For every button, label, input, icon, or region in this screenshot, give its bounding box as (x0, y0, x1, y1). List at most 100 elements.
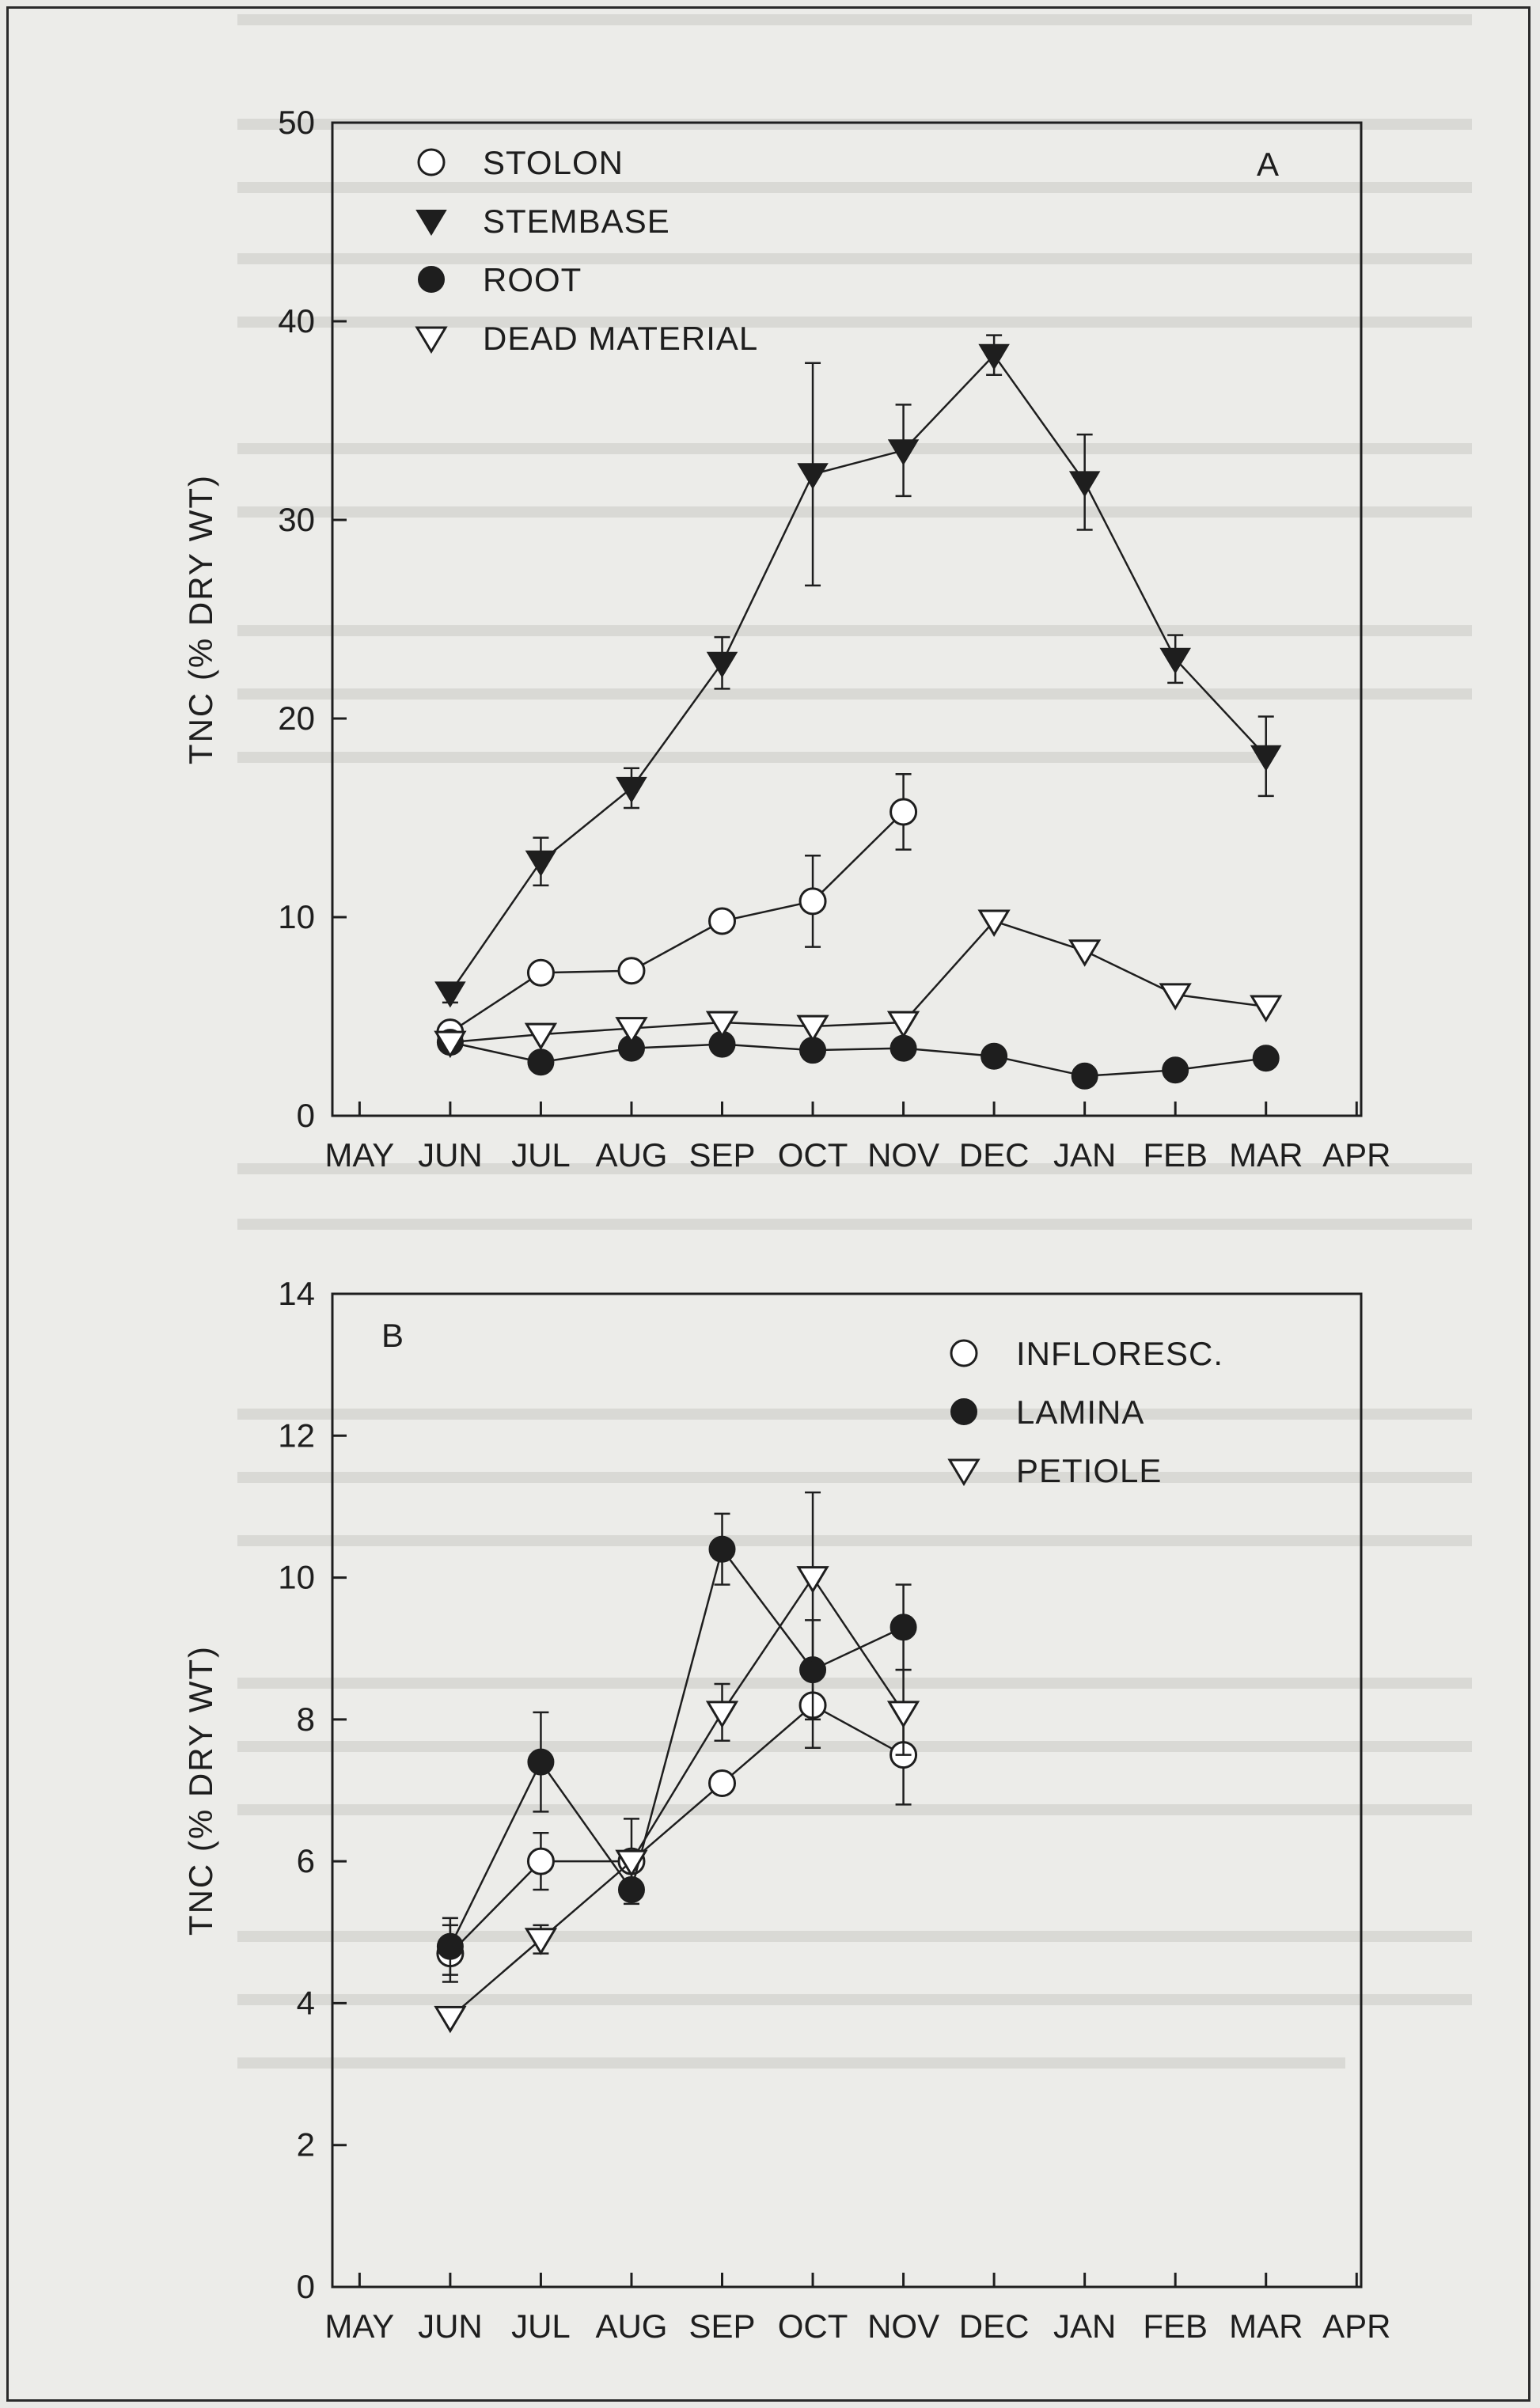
data-point-dead-material-sep (705, 1011, 739, 1039)
data-point-dead-material-mar (1250, 995, 1283, 1022)
data-point-dead-material-aug (615, 1017, 648, 1045)
data-point-lamina-aug (617, 1876, 645, 1903)
data-point-dead-material-jan (1068, 939, 1102, 967)
legend-marker-infloresc (950, 1339, 978, 1367)
y-tick-label: 20 (278, 700, 315, 737)
panel-label: A (1257, 146, 1279, 183)
y-tick-label: 14 (278, 1275, 315, 1312)
x-tick-label-jul: JUL (511, 2308, 571, 2345)
y-tick-label: 30 (278, 501, 315, 538)
x-tick-label-sep: SEP (688, 2308, 755, 2345)
data-point-stembase-feb (1159, 647, 1191, 674)
x-tick-label-apr: APR (1322, 1136, 1390, 1174)
y-tick-label: 40 (278, 302, 315, 339)
data-point-root-jan (1071, 1062, 1098, 1090)
data-point-petiole-aug (615, 1849, 648, 1878)
x-tick-label-apr: APR (1322, 2308, 1390, 2345)
x-tick-label-jul: JUL (511, 1136, 571, 1174)
data-point-root-jul (527, 1049, 555, 1076)
legend-marker-dead-material (415, 326, 448, 355)
x-tick-label-feb: FEB (1143, 1136, 1208, 1174)
data-point-root-feb (1162, 1056, 1189, 1084)
data-point-stembase-aug (616, 776, 647, 803)
data-point-stolon-aug (617, 957, 646, 985)
legend-label-infloresc: INFLORESC. (1016, 1335, 1223, 1372)
series-infloresc (436, 1661, 918, 1983)
legend-label-lamina: LAMINA (1016, 1394, 1144, 1431)
x-tick-label-may: MAY (324, 1136, 394, 1174)
x-tick-label-nov: NOV (867, 2308, 939, 2345)
y-tick-label: 6 (297, 1842, 315, 1879)
series-line-petiole (449, 1576, 905, 2019)
panel-label: B (381, 1317, 404, 1354)
series-root (436, 1029, 1280, 1090)
legend-marker-lamina (950, 1398, 977, 1425)
data-point-dead-material-feb (1159, 983, 1192, 1011)
data-point-lamina-nov (889, 1614, 917, 1641)
data-point-dead-material-dec (977, 909, 1011, 938)
x-tick-label-nov: NOV (867, 1136, 939, 1174)
data-point-stolon-sep (708, 907, 737, 935)
x-tick-label-may: MAY (324, 2308, 394, 2345)
data-point-dead-material-jun (434, 1030, 467, 1059)
legend-marker-stembase (415, 210, 447, 237)
data-point-petiole-oct (796, 1566, 829, 1594)
plot-frame (331, 1292, 1363, 2289)
x-tick-label-jun: JUN (418, 2308, 483, 2345)
panel-a: 0 10 20 30 40 50 MAY JUN JUL AUG SEP OCT NOV DEC JAN FE… (182, 104, 1390, 1174)
data-point-petiole-nov (886, 1701, 920, 1728)
legend-label-stolon: STOLON (483, 144, 624, 181)
y-tick-label: 10 (278, 898, 315, 935)
series-line-dead-material (449, 920, 1266, 1044)
x-tick-label-dec: DEC (959, 1136, 1030, 1174)
series-line-root (449, 1041, 1266, 1078)
data-point-stembase-jun (434, 981, 466, 1008)
x-tick-label-oct: OCT (778, 2308, 848, 2345)
y-tick-label: 50 (278, 104, 315, 141)
data-point-root-mar (1252, 1045, 1280, 1072)
x-tick-label-dec: DEC (959, 2308, 1030, 2345)
panel-b: 0 2 4 6 8 10 12 14 MAY JUN JUL AUG SEP OCT NOV DEC JAN FE… (182, 1275, 1390, 2345)
data-point-stembase-jul (525, 850, 557, 877)
y-axis-title: TNC (% DRY WT) (182, 1645, 219, 1936)
series-petiole (434, 1491, 920, 2034)
data-point-stembase-oct (797, 463, 829, 490)
x-tick-label-oct: OCT (778, 1136, 848, 1174)
legend: STOLON STEMBASE ROOT DEAD MATERIAL (415, 144, 758, 357)
data-point-stembase-mar (1250, 745, 1282, 772)
legend-marker-stolon (417, 148, 446, 176)
x-tick-label-sep: SEP (688, 1136, 755, 1174)
x-tick-label-aug: AUG (595, 1136, 667, 1174)
legend-label-dead-material: DEAD MATERIAL (483, 320, 758, 357)
data-point-root-nov (889, 1034, 917, 1062)
y-tick-label: 8 (297, 1701, 315, 1738)
series-dead-material (434, 909, 1283, 1059)
legend-label-petiole: PETIOLE (1016, 1452, 1162, 1489)
data-point-lamina-jul (527, 1748, 555, 1776)
y-tick-label: 4 (297, 1984, 315, 2021)
series-stembase (434, 334, 1282, 1008)
series-line-infloresc (449, 1704, 905, 1955)
x-tick-label-jan: JAN (1053, 2308, 1116, 2345)
data-point-infloresc-jul (526, 1847, 555, 1875)
data-point-stembase-sep (706, 651, 738, 678)
data-point-stembase-dec (978, 343, 1010, 370)
data-point-stembase-nov (887, 439, 920, 466)
x-tick-label-feb: FEB (1143, 2308, 1208, 2345)
x-tick-label-mar: MAR (1229, 2308, 1303, 2345)
plot-frame (331, 121, 1363, 1117)
x-tick-label-mar: MAR (1229, 1136, 1303, 1174)
data-point-dead-material-nov (886, 1011, 920, 1039)
legend: INFLORESC. LAMINA PETIOLE (947, 1335, 1223, 1489)
x-tick-label-aug: AUG (595, 2308, 667, 2345)
series-lamina (436, 1512, 917, 1976)
y-tick-label: 10 (278, 1559, 315, 1596)
legend-label-stembase: STEMBASE (483, 203, 670, 240)
legend-marker-petiole (947, 1458, 981, 1487)
data-point-lamina-sep (708, 1535, 736, 1563)
data-point-infloresc-sep (708, 1769, 737, 1798)
series-line-stembase (449, 353, 1267, 994)
data-point-stolon-jul (526, 958, 555, 987)
data-point-lamina-jun (436, 1932, 464, 1960)
